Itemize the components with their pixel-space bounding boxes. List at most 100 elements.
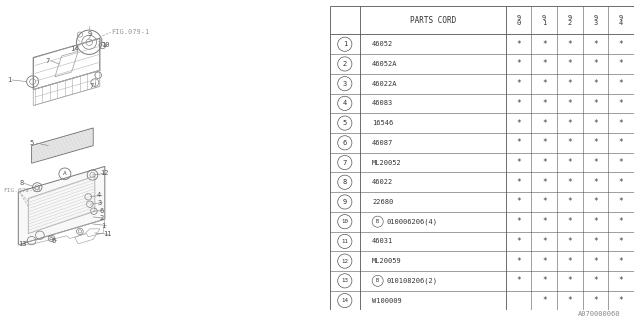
Text: *: * [542,79,547,88]
Text: *: * [618,79,623,88]
Text: *: * [542,99,547,108]
Text: 1: 1 [102,223,106,228]
Text: *: * [618,119,623,128]
Text: *: * [618,296,623,305]
Text: 10: 10 [102,43,110,48]
Text: *: * [593,60,598,68]
Text: 46087: 46087 [372,140,394,146]
Text: *: * [516,79,521,88]
Text: *: * [542,237,547,246]
Text: *: * [618,237,623,246]
Text: 46052: 46052 [372,41,394,47]
Text: *: * [618,99,623,108]
Text: 14: 14 [70,46,78,52]
Text: 3: 3 [97,200,101,205]
Text: *: * [593,237,598,246]
Text: B: B [376,219,380,224]
Text: *: * [516,40,521,49]
Text: 010006206(4): 010006206(4) [387,219,437,225]
Text: *: * [516,119,521,128]
Text: 9
3: 9 3 [593,15,597,26]
Text: 9
2: 9 2 [568,15,572,26]
Text: *: * [542,138,547,147]
Text: W100009: W100009 [372,298,402,304]
Text: 11: 11 [103,231,111,237]
Text: *: * [568,197,572,206]
Text: 010108206(2): 010108206(2) [387,277,437,284]
Text: *: * [593,158,598,167]
Text: *: * [516,217,521,226]
Text: *: * [542,178,547,187]
Text: 4: 4 [342,100,347,106]
Text: 12: 12 [100,171,108,176]
Text: 14: 14 [341,298,348,303]
Text: *: * [593,197,598,206]
Text: 7: 7 [46,58,50,64]
Text: *: * [568,276,572,285]
Text: *: * [593,119,598,128]
Text: *: * [542,217,547,226]
Text: 46052A: 46052A [372,61,397,67]
Text: 1: 1 [342,41,347,47]
Text: FIG.079-1: FIG.079-1 [111,29,150,35]
Text: 9: 9 [342,199,347,205]
Text: 46022A: 46022A [372,81,397,87]
Text: 13: 13 [19,241,27,247]
Text: *: * [618,178,623,187]
Text: B: B [376,278,380,283]
Text: *: * [593,178,598,187]
Text: *: * [516,257,521,266]
Text: 5: 5 [342,120,347,126]
Text: *: * [593,138,598,147]
Text: *: * [516,60,521,68]
Text: *: * [618,158,623,167]
Text: A: A [63,171,67,176]
Text: *: * [542,296,547,305]
Text: *: * [593,257,598,266]
Text: 6: 6 [99,208,104,213]
Text: FIG.072-1Δ: FIG.072-1Δ [3,188,41,193]
Text: 12: 12 [341,259,348,264]
Text: 8: 8 [19,180,24,186]
Text: *: * [542,60,547,68]
Text: *: * [516,237,521,246]
Text: 9
4: 9 4 [619,15,623,26]
Text: 7: 7 [342,160,347,165]
Text: *: * [568,119,572,128]
Text: *: * [568,99,572,108]
Text: 22680: 22680 [372,199,394,205]
Text: *: * [516,99,521,108]
Text: *: * [542,276,547,285]
Text: 4: 4 [97,192,101,198]
Text: *: * [593,276,598,285]
Text: *: * [568,79,572,88]
Text: *: * [593,217,598,226]
Text: *: * [568,178,572,187]
Text: *: * [542,257,547,266]
Text: 46031: 46031 [372,238,394,244]
Text: *: * [542,158,547,167]
Text: 46022: 46022 [372,179,394,185]
Text: *: * [568,237,572,246]
Text: 10: 10 [341,219,348,224]
Text: *: * [618,217,623,226]
Text: *: * [516,138,521,147]
Text: *: * [593,296,598,305]
Text: *: * [568,296,572,305]
Text: *: * [568,217,572,226]
Text: *: * [618,138,623,147]
Text: 7: 7 [90,84,94,89]
Text: A070000060: A070000060 [579,311,621,317]
Text: 11: 11 [341,239,348,244]
Text: *: * [618,60,623,68]
Text: *: * [618,276,623,285]
Text: 16546: 16546 [372,120,394,126]
Text: 46083: 46083 [372,100,394,106]
Text: PARTS CORD: PARTS CORD [410,16,456,25]
Text: *: * [593,40,598,49]
Text: 2: 2 [99,215,104,221]
Text: *: * [593,79,598,88]
Text: 9: 9 [87,31,92,36]
Text: 6: 6 [342,140,347,146]
Text: 5: 5 [30,140,34,146]
